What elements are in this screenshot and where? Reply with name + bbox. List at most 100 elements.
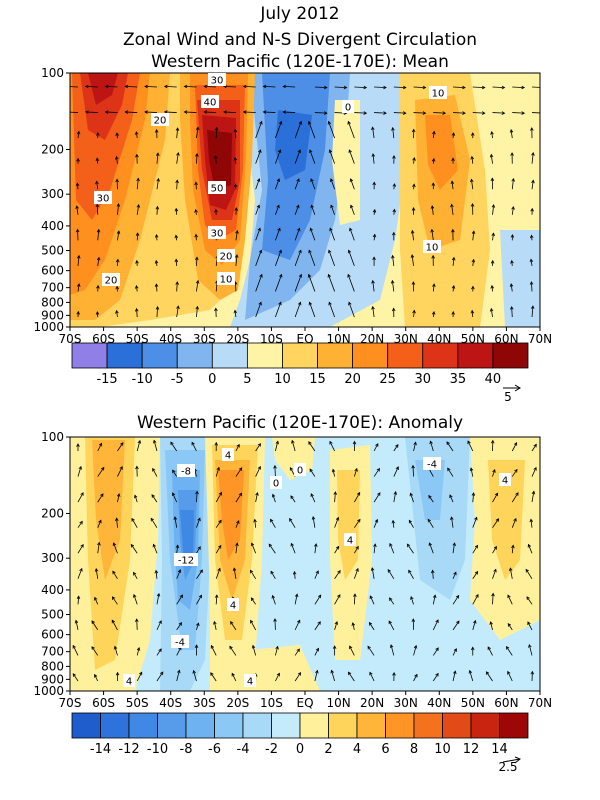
wind-vector-head <box>234 207 238 211</box>
wind-vector-head <box>315 570 319 575</box>
wind-vector-head <box>469 178 474 183</box>
wind-vector <box>310 228 316 241</box>
wind-vector-head <box>115 285 120 290</box>
wind-vector-head <box>328 249 332 254</box>
wind-vector-head <box>409 492 413 497</box>
wind-vector-head <box>430 205 435 209</box>
wind-vector <box>354 86 367 88</box>
wind-vector <box>413 674 418 682</box>
wind-vector-head <box>297 619 301 624</box>
wind-vector-head <box>155 205 160 210</box>
wind-vector <box>431 229 434 241</box>
wind-vector-head <box>98 519 102 524</box>
wind-vector <box>453 112 466 114</box>
wind-vector-head <box>453 648 457 652</box>
wind-vector-head <box>135 465 139 470</box>
wind-vector <box>507 623 513 631</box>
wind-vector-head <box>335 516 340 521</box>
wind-vector <box>510 283 513 292</box>
wind-vector <box>452 285 455 292</box>
wind-vector-head <box>229 645 233 650</box>
wind-vector <box>348 250 355 267</box>
wind-vector-head <box>430 569 435 574</box>
wind-vector-head <box>79 567 83 572</box>
x-tick-label: 50N <box>461 696 485 710</box>
colorbar-label: -12 <box>118 742 139 757</box>
wind-vector <box>283 111 296 113</box>
wind-vector-head <box>531 179 535 184</box>
wind-vector-head <box>223 110 227 114</box>
wind-vector <box>492 204 495 215</box>
colorbar-swatch <box>242 712 272 739</box>
y-tick-label: 500 <box>41 608 64 622</box>
wind-vector-head <box>104 84 109 89</box>
wind-vector-head <box>297 227 301 232</box>
wind-vector-head <box>136 646 141 651</box>
wind-vector-head <box>278 301 282 306</box>
wind-vector <box>491 285 493 292</box>
colorbar-label: -15 <box>96 372 117 387</box>
wind-vector-head <box>231 672 235 677</box>
wind-vector <box>133 572 138 579</box>
wind-vector <box>251 542 257 554</box>
wind-vector <box>392 520 395 528</box>
wind-vector-head <box>115 155 119 160</box>
colorbar-swatch <box>100 712 130 739</box>
wind-vector-head <box>442 111 447 115</box>
wind-vector <box>472 545 478 554</box>
wind-vector <box>449 494 454 503</box>
wind-vector <box>70 111 79 113</box>
wind-vector <box>349 645 355 656</box>
wind-vector-head <box>455 594 460 599</box>
wind-vector <box>105 86 118 88</box>
wind-vector <box>176 647 182 656</box>
wind-vector-head <box>451 311 455 315</box>
wind-vector <box>156 206 158 215</box>
colorbar-swatch <box>71 342 108 369</box>
wind-vector <box>255 121 263 139</box>
colorbar-swatch <box>157 712 187 739</box>
wind-vector <box>348 671 355 682</box>
colorbar-swatch <box>214 712 244 739</box>
wind-vector-head <box>270 518 274 523</box>
wind-vector-head <box>249 569 254 574</box>
wind-vector-head <box>156 592 161 597</box>
wind-vector-head <box>422 85 427 90</box>
wind-vector <box>204 86 217 88</box>
wind-vector-head <box>236 520 240 524</box>
wind-vector-head <box>183 84 188 89</box>
colorbar-label: 6 <box>381 742 389 757</box>
wind-vector-head <box>75 205 79 209</box>
wind-vector <box>526 596 533 605</box>
wind-vector-head <box>282 84 287 89</box>
wind-vector-head <box>354 467 358 472</box>
wind-vector-head <box>509 128 514 133</box>
wind-vector <box>150 518 158 528</box>
wind-vector-head <box>310 178 314 182</box>
wind-vector <box>117 493 120 503</box>
wind-vector-head <box>309 227 313 232</box>
wind-vector-head <box>94 567 99 572</box>
wind-vector <box>452 257 455 266</box>
wind-vector <box>492 492 498 503</box>
wind-vector-head <box>131 517 135 522</box>
wind-vector <box>116 132 118 139</box>
wind-vector-head <box>158 620 162 624</box>
wind-vector <box>349 228 355 241</box>
wind-vector <box>432 131 435 139</box>
wind-vector <box>531 152 534 164</box>
wind-vector <box>528 644 533 656</box>
wind-vector-head <box>451 228 455 233</box>
wind-vector <box>164 111 177 113</box>
wind-vector-head <box>392 671 396 676</box>
wind-vector-head <box>134 131 139 135</box>
colorbar-swatch <box>422 342 459 369</box>
wind-vector-head <box>235 542 239 547</box>
wind-vector-head <box>349 178 354 182</box>
wind-vector-head <box>347 273 351 278</box>
wind-vector <box>196 257 198 266</box>
wind-vector <box>328 302 335 318</box>
wind-vector <box>391 280 395 292</box>
wind-vector-head <box>533 443 537 448</box>
